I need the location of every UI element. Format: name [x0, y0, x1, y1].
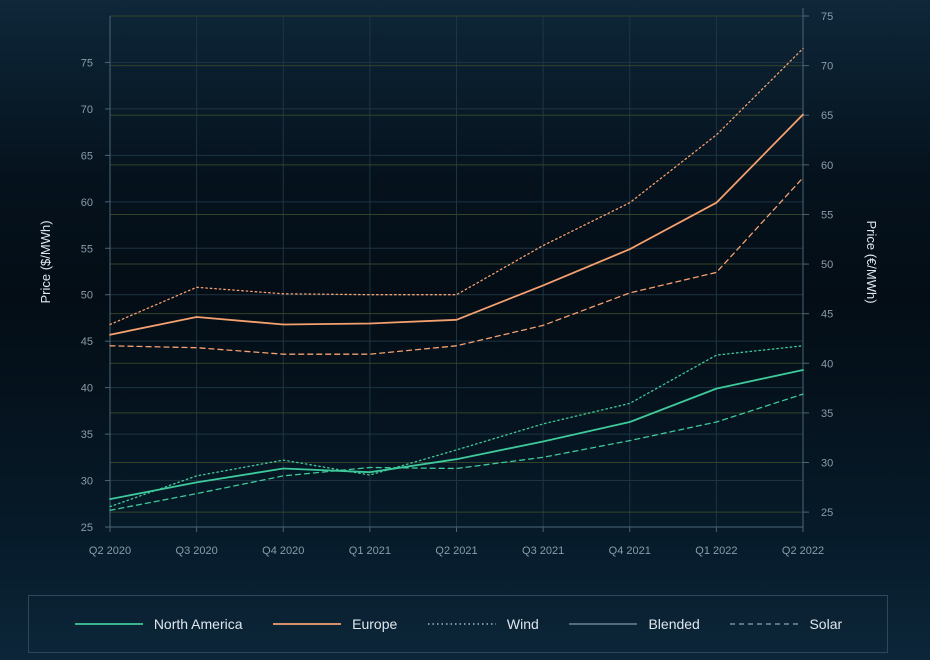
legend-label-blended: Blended — [648, 616, 700, 632]
y-tick-label-left: 25 — [81, 522, 93, 534]
y-tick-label-left: 55 — [81, 243, 93, 255]
y-tick-label-right: 45 — [821, 309, 833, 321]
legend-label-north_america: North America — [153, 616, 243, 632]
legend-item-solar: Solar — [729, 616, 842, 632]
x-tick-label: Q2 2020 — [89, 545, 131, 557]
series-line-europe-wind — [109, 47, 804, 326]
x-tick-label: Q1 2021 — [349, 545, 391, 557]
y-tick-label-right: 75 — [821, 11, 833, 23]
legend-item-europe: Europe — [272, 616, 397, 632]
y-tick-label-right: 35 — [821, 408, 833, 420]
grid — [109, 15, 804, 528]
series-line-north-america-solar — [109, 393, 804, 511]
y-tick-label-left: 35 — [81, 429, 93, 441]
y-tick-label-left: 65 — [81, 150, 93, 162]
y-tick-label-right: 70 — [821, 61, 833, 73]
y-tick-label-left: 70 — [81, 104, 93, 116]
x-tick-label: Q1 2022 — [695, 545, 737, 557]
legend: North America Europe Wind Blended Solar — [28, 595, 888, 653]
series-line-north-america — [109, 369, 804, 501]
series-line-europe-solar — [109, 177, 804, 355]
legend-swatch-blended — [569, 623, 638, 625]
x-tick-label: Q4 2020 — [262, 545, 304, 557]
legend-item-wind: Wind — [427, 616, 539, 632]
x-tick-label: Q3 2020 — [176, 545, 218, 557]
y-tick-label-right: 30 — [821, 458, 833, 470]
y-tick-label-left: 45 — [81, 336, 93, 348]
legend-swatch-europe — [273, 623, 342, 625]
chart-plot: 25 30 35 40 45 50 55 60 65 70 75 25 30 35 40 45 50 55 60 65… — [38, 8, 879, 557]
series-line-north-america-wind — [109, 345, 804, 508]
x-tick-label: Q3 2021 — [522, 545, 564, 557]
legend-swatch-solar — [730, 623, 799, 625]
series-line-europe — [109, 113, 804, 336]
y-tick-label-right: 55 — [821, 209, 833, 221]
y-tick-label-left: 50 — [81, 290, 93, 302]
y-axis-title-right: Price (€/MWh) — [864, 220, 879, 303]
y-tick-label-right: 60 — [821, 160, 833, 172]
legend-label-solar: Solar — [809, 616, 843, 632]
y-tick-label-right: 65 — [821, 110, 833, 122]
y-tick-label-left: 60 — [81, 197, 93, 209]
y-tick-label-left: 30 — [81, 476, 93, 488]
y-tick-label-right: 25 — [821, 507, 833, 519]
legend-label-europe: Europe — [352, 616, 398, 632]
y-tick-label-left: 75 — [81, 57, 93, 69]
x-tick-label: Q2 2021 — [435, 545, 477, 557]
legend-swatch-wind — [427, 623, 496, 625]
legend-swatch-north_america — [74, 623, 143, 625]
legend-item-blended: Blended — [568, 616, 700, 632]
legend-item-north_america: North America — [74, 616, 243, 632]
x-tick-label: Q4 2021 — [609, 545, 651, 557]
axes: 25 30 35 40 45 50 55 60 65 70 75 25 30 35 40 45 50 55 60 65… — [81, 8, 833, 557]
x-tick-label: Q2 2022 — [782, 545, 824, 557]
series — [109, 47, 804, 511]
y-tick-label-left: 40 — [81, 383, 93, 395]
legend-label-wind: Wind — [506, 616, 539, 632]
y-tick-label-right: 50 — [821, 259, 833, 271]
y-axis-title-left: Price ($/MWh) — [38, 220, 53, 303]
y-tick-label-right: 40 — [821, 358, 833, 370]
